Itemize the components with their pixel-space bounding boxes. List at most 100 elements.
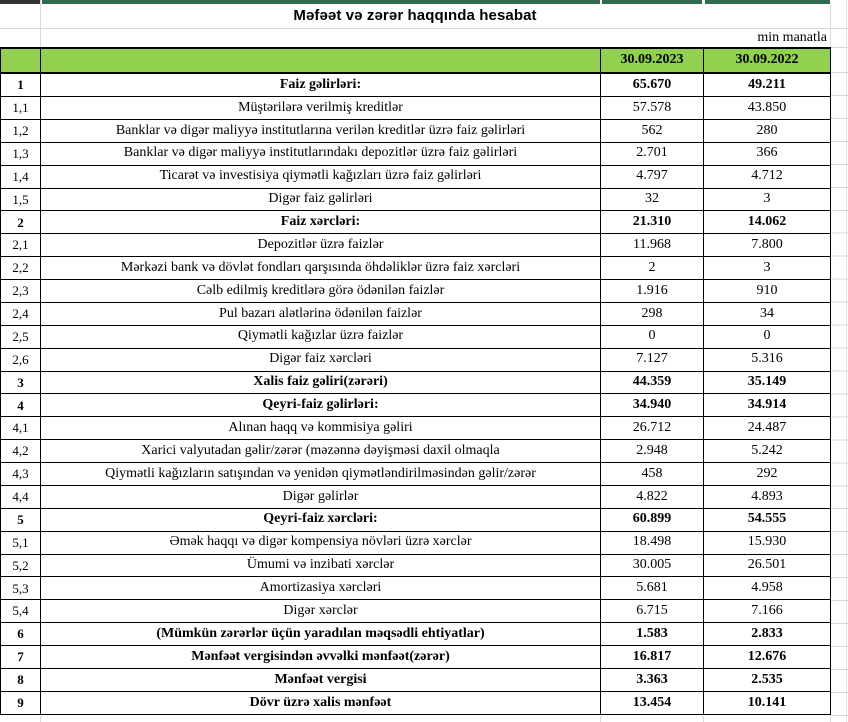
row-label-cell: Depozitlər üzrə faizlər [40, 233, 601, 258]
table-row: 2,4 Pul bazarı alətlərinə ödənilən faizlə… [0, 301, 831, 326]
value-2023-cell: 60.899 [600, 507, 704, 532]
row-label-cell: Banklar və digər maliyyə institutlarında… [40, 141, 601, 166]
table-row: 5,3 Amortizasiya xərcləri 5.681 4.958 [0, 576, 831, 601]
row-number-cell: 1,3 [0, 141, 41, 166]
table-row: 1,2 Banklar və digər maliyyə institutları… [0, 118, 831, 143]
header-period-2022: 30.09.2022 [703, 47, 831, 74]
value-2023-cell: 0 [600, 324, 704, 349]
table-row: 6 (Mümkün zərərlər üçün yaradılan məqsədl… [0, 622, 831, 647]
value-2023-cell: 57.578 [600, 96, 704, 120]
row-number-cell: 5,3 [0, 576, 41, 601]
row-label-cell: Xarici valyutadan gəlir/zərər (məzənnə d… [40, 439, 601, 464]
gridline [830, 4, 831, 47]
report-table-body: 1 Faiz gəlirləri: 65.670 49.211 1,1 Müştərilə… [0, 72, 831, 716]
value-2023-cell: 16.817 [600, 645, 704, 669]
row-number-cell: 5,2 [0, 553, 41, 578]
table-row: 2,5 Qiymətli kağızlar üzrə faizlər 0 0 [0, 324, 831, 349]
table-row: 4,3 Qiymətli kağızların satışından və yen… [0, 462, 831, 486]
value-2023-cell: 1.916 [600, 279, 704, 303]
table-row: 8 Mənfəət vergisi 3.363 2.535 [0, 667, 831, 692]
value-2022-cell: 4.893 [703, 484, 831, 509]
row-number-cell: 3 [0, 370, 41, 395]
value-2022-cell: 4.958 [703, 576, 831, 601]
profit-loss-table: 30.09.2023 30.09.2022 1 Faiz gəlirləri: 65… [0, 47, 831, 716]
value-2023-cell: 44.359 [600, 370, 704, 395]
row-number-cell: 1,1 [0, 96, 41, 120]
top-strip-green-segment [42, 0, 600, 4]
value-2022-cell: 292 [703, 462, 831, 486]
row-label-cell: Qiymətli kağızlar üzrə faizlər [40, 324, 601, 349]
value-2023-cell: 11.968 [600, 233, 704, 258]
table-row: 3 Xalis faiz gəliri(zərəri) 44.359 35.149 [0, 370, 831, 395]
header-label-cell [40, 47, 601, 74]
table-row: 1,1 Müştərilərə verilmiş kreditlər 57.578 4… [0, 96, 831, 120]
value-2023-cell: 5.681 [600, 576, 704, 601]
row-label-cell: Pul bazarı alətlərinə ödənilən faizlər [40, 301, 601, 326]
table-row: 7 Mənfəət vergisindən əvvəlki mənfəət(zər… [0, 645, 831, 669]
value-2022-cell: 3 [703, 256, 831, 281]
value-2023-cell: 7.127 [600, 347, 704, 372]
value-2022-cell: 12.676 [703, 645, 831, 669]
value-2023-cell: 13.454 [600, 690, 704, 716]
value-2022-cell: 366 [703, 141, 831, 166]
row-number-cell: 5 [0, 507, 41, 532]
row-label-cell: Ticarət və investisiya qiymətli kağızlar… [40, 164, 601, 189]
header-number-cell [0, 47, 41, 74]
row-label-cell: Qeyri-faiz xərcləri: [40, 507, 601, 532]
row-label-cell: Amortizasiya xərcləri [40, 576, 601, 601]
row-number-cell: 4,4 [0, 484, 41, 509]
value-2023-cell: 30.005 [600, 553, 704, 578]
table-row: 9 Dövr üzrə xalis mənfəət 13.454 10.141 [0, 690, 831, 716]
row-number-cell: 7 [0, 645, 41, 669]
value-2023-cell: 65.670 [600, 72, 704, 98]
row-label-cell: Qeyri-faiz gəlirləri: [40, 393, 601, 418]
row-number-cell: 2,4 [0, 301, 41, 326]
row-number-cell: 6 [0, 622, 41, 647]
row-number-cell: 2,1 [0, 233, 41, 258]
value-2022-cell: 26.501 [703, 553, 831, 578]
value-2023-cell: 2 [600, 256, 704, 281]
value-2022-cell: 4.712 [703, 164, 831, 189]
value-2023-cell: 2.701 [600, 141, 704, 166]
row-number-cell: 2 [0, 210, 41, 235]
value-2022-cell: 24.487 [703, 416, 831, 441]
value-2022-cell: 7.800 [703, 233, 831, 258]
table-row: 1,4 Ticarət və investisiya qiymətli kağız… [0, 164, 831, 189]
top-strip-green-segment [602, 0, 702, 4]
value-2023-cell: 3.363 [600, 667, 704, 692]
row-number-cell: 2,3 [0, 279, 41, 303]
value-2022-cell: 34 [703, 301, 831, 326]
gridline [830, 716, 831, 722]
row-number-cell: 2,6 [0, 347, 41, 372]
row-label-cell: Digər faiz xərcləri [40, 347, 601, 372]
row-number-cell: 1,2 [0, 118, 41, 143]
table-row: 2,6 Digər faiz xərcləri 7.127 5.316 [0, 347, 831, 372]
gridline [830, 47, 848, 48]
gridline [40, 0, 41, 47]
row-number-cell: 8 [0, 667, 41, 692]
gridline [40, 716, 41, 722]
row-label-cell: (Mümkün zərərlər üçün yaradılan məqsədli… [40, 622, 601, 647]
value-2023-cell: 4.797 [600, 164, 704, 189]
table-row: 5,4 Digər xərclər 6.715 7.166 [0, 599, 831, 624]
value-2022-cell: 34.914 [703, 393, 831, 418]
table-row: 1,5 Digər faiz gəlirləri 32 3 [0, 187, 831, 212]
row-number-cell: 2,2 [0, 256, 41, 281]
row-number-cell: 9 [0, 690, 41, 716]
row-number-cell: 1,5 [0, 187, 41, 212]
value-2023-cell: 32 [600, 187, 704, 212]
table-row: 2,2 Mərkəzi bank və dövlət fondları qarşı… [0, 256, 831, 281]
value-2022-cell: 54.555 [703, 507, 831, 532]
value-2022-cell: 910 [703, 279, 831, 303]
header-period-2023: 30.09.2023 [600, 47, 704, 74]
unit-note: min manatla [757, 29, 827, 45]
row-number-cell: 2,5 [0, 324, 41, 349]
row-label-cell: Faiz gəlirləri: [40, 72, 601, 98]
value-2022-cell: 280 [703, 118, 831, 143]
row-label-cell: Digər gəlirlər [40, 484, 601, 509]
row-label-cell: Ümumi və inzibati xərclər [40, 553, 601, 578]
gridline [600, 716, 601, 722]
row-label-cell: Banklar və digər maliyyə institutlarına … [40, 118, 601, 143]
row-label-cell: Mərkəzi bank və dövlət fondları qarşısın… [40, 256, 601, 281]
